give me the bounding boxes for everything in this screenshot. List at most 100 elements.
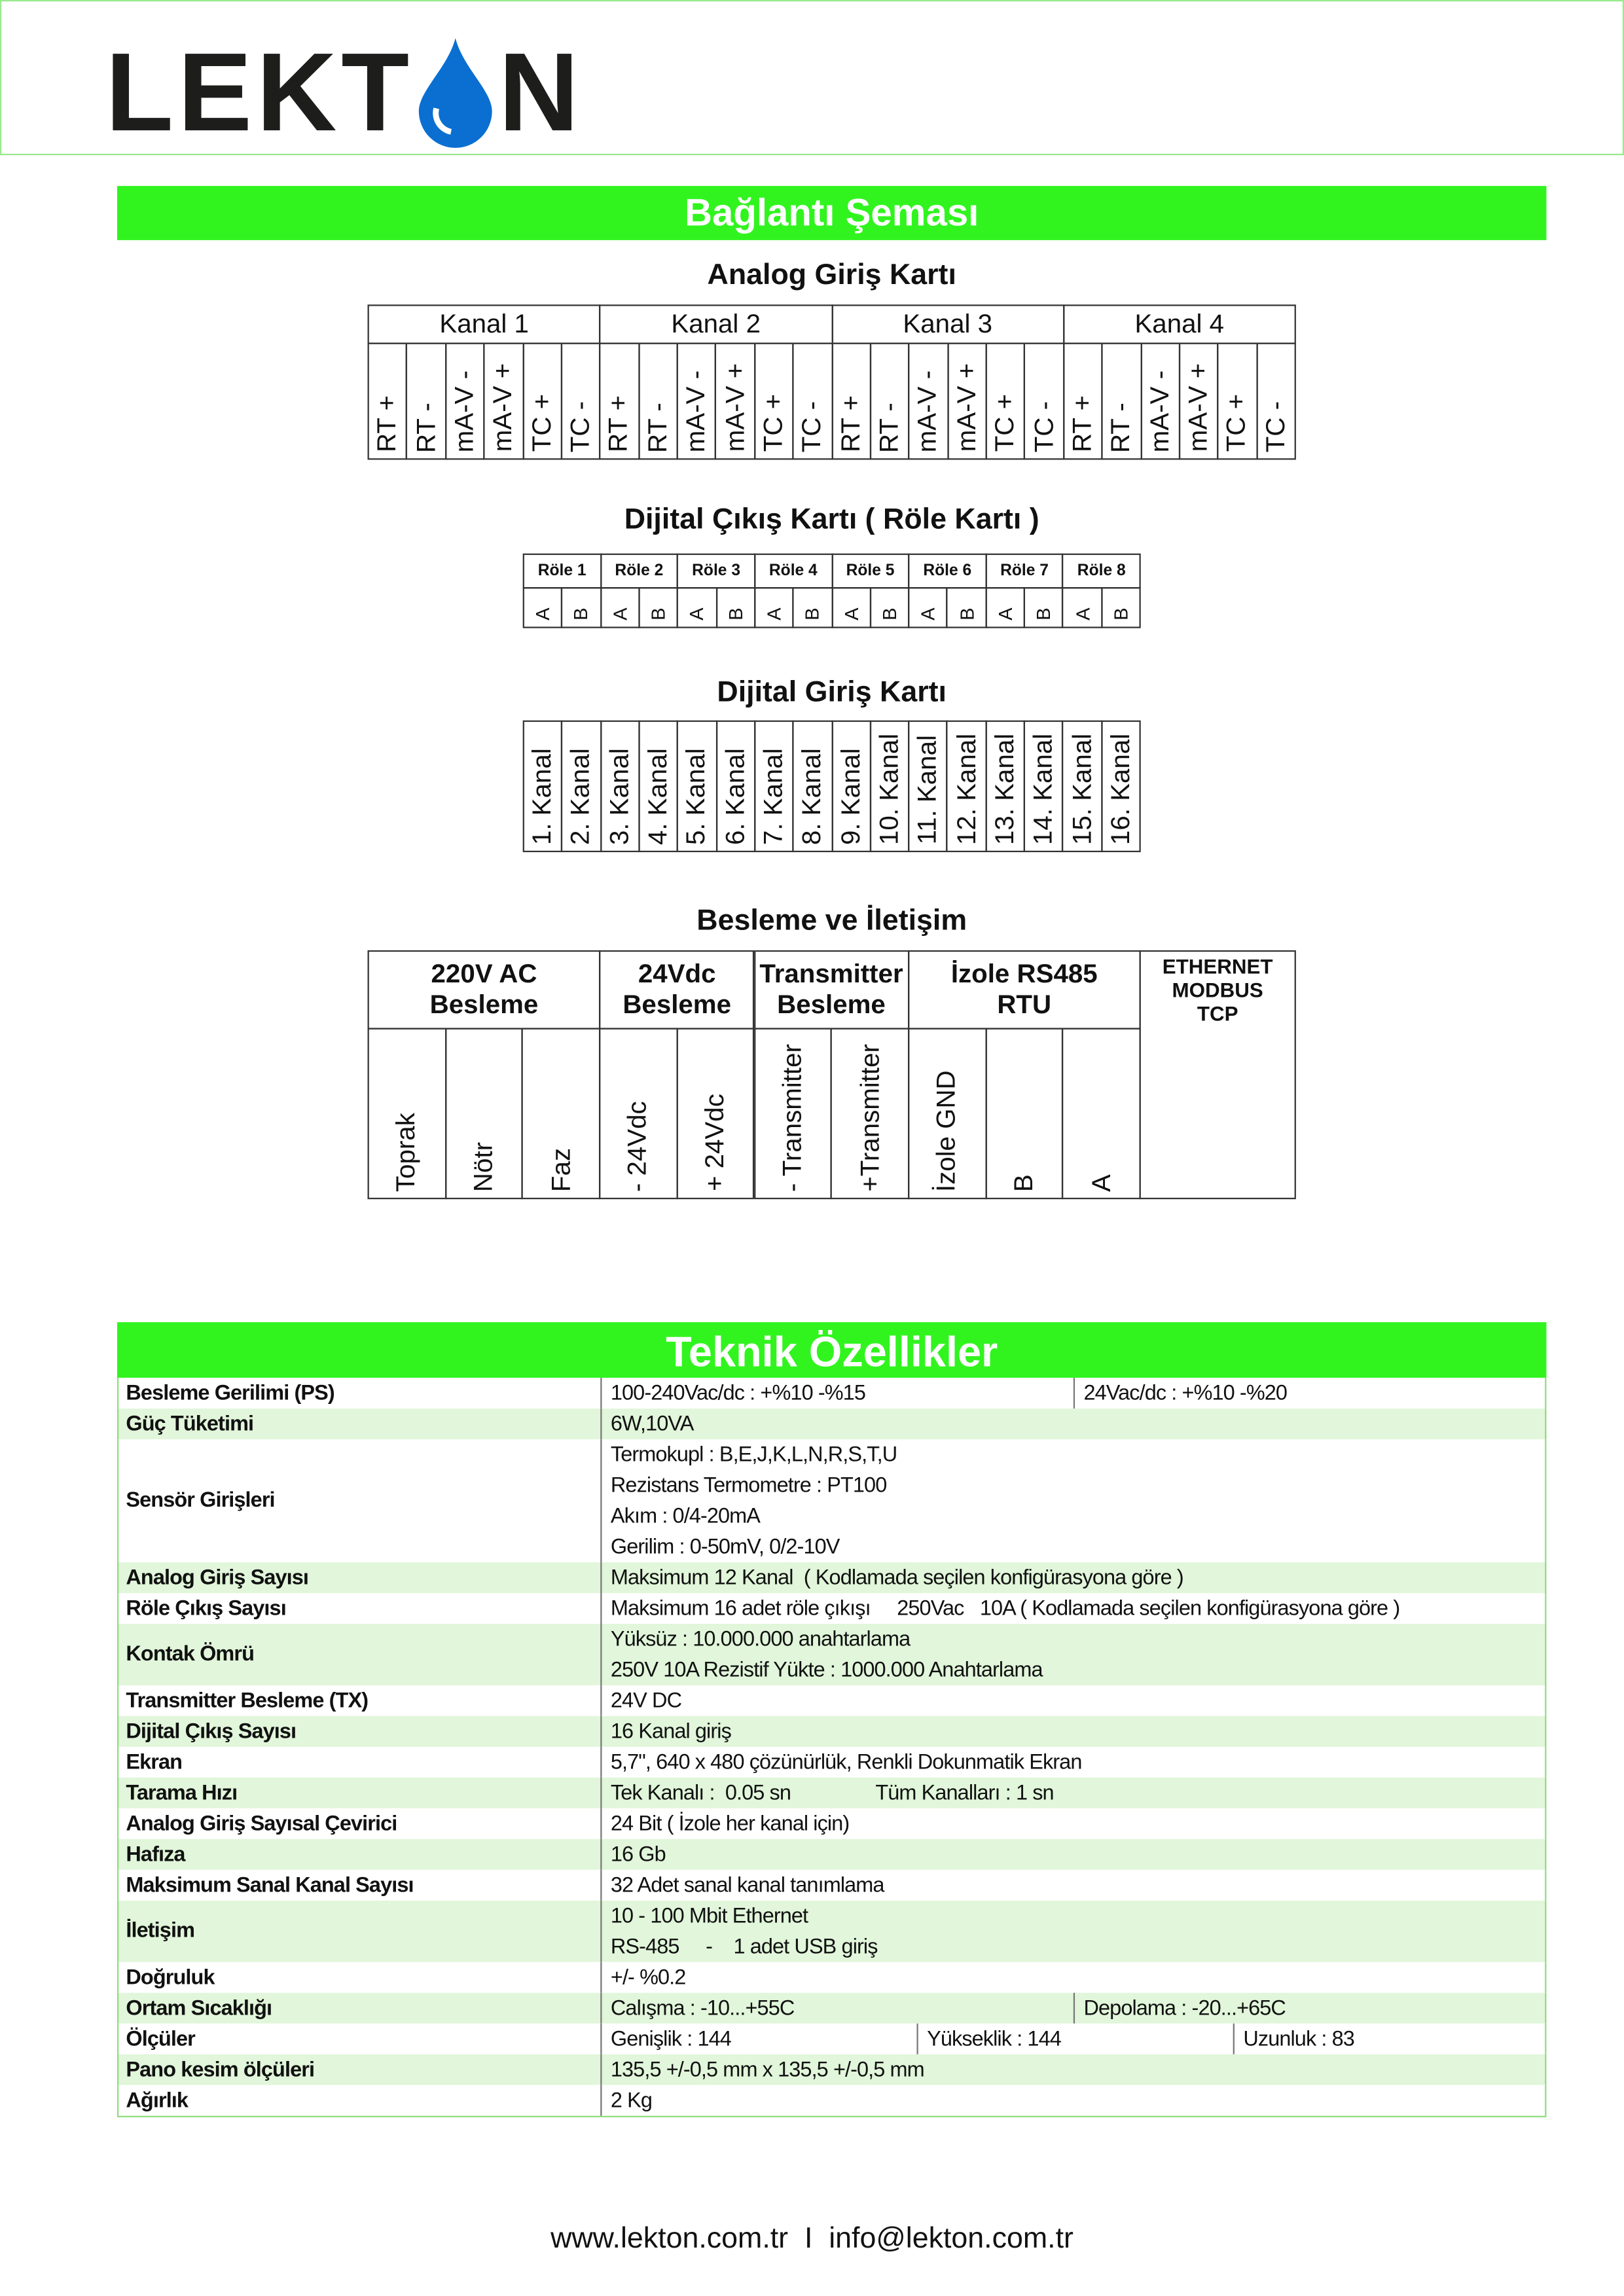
spec-value: Uzunluk : 83: [1233, 2023, 1547, 2054]
terminal-label: A: [1086, 1174, 1115, 1193]
channel-label: 10. Kanal: [874, 733, 904, 845]
terminal-label: Nötr: [468, 1141, 498, 1193]
spec-label: Hafıza: [117, 1839, 602, 1870]
terminal-cell: mA-V +: [1178, 342, 1219, 460]
terminal-label: TC +: [526, 394, 556, 453]
relay-header: Röle 6: [908, 553, 987, 589]
spec-label: Ekran: [117, 1746, 602, 1778]
channel-label: 6. Kanal: [720, 748, 749, 845]
terminal-cell: RT -: [869, 342, 910, 460]
terminal-label: B: [1110, 608, 1132, 621]
spec-value: 6W,10VA: [610, 1412, 694, 1436]
spec-value: Maksimum 16 adet röle çıkışı 250Vac 10A …: [610, 1596, 1400, 1621]
spec-label: Ölçüler: [117, 2023, 602, 2054]
spec-row: [117, 1685, 1547, 1716]
spec-row: [117, 1746, 1547, 1778]
terminal-cell: A: [677, 587, 717, 628]
spec-value: 135,5 +/-0,5 mm x 135,5 +/-0,5 mm: [610, 2058, 925, 2082]
spec-value: 16 Gb: [610, 1842, 666, 1867]
spec-row: [117, 1777, 1547, 1808]
terminal-label: TC -: [565, 401, 595, 453]
terminal-cell: 4. Kanal: [638, 720, 679, 853]
card-title: Besleme ve İletişim: [696, 905, 967, 937]
terminal-cell: A: [600, 587, 640, 628]
terminal-label: B: [801, 608, 824, 621]
section-title: Teknik Özellikler: [117, 1322, 1547, 1378]
relay-header: Röle 2: [600, 553, 679, 589]
spec-value: Rezistans Termometre : PT100: [610, 1473, 887, 1498]
relay-header: Röle 1: [522, 553, 602, 589]
terminal-cell: TC +: [985, 342, 1026, 460]
terminal-label: A: [994, 608, 1017, 621]
terminal-cell: Faz: [522, 1028, 601, 1200]
section-title: Bağlantı Şeması: [117, 186, 1547, 240]
terminal-label: B: [955, 608, 978, 621]
terminal-label: A: [532, 608, 554, 621]
terminal-cell: TC -: [792, 342, 833, 460]
footer-contact: www.lekton.com.tr I info@lekton.com.tr: [550, 2222, 1074, 2255]
terminal-cell: mA-V -: [908, 342, 948, 460]
terminal-label: mA-V +: [1183, 363, 1213, 453]
terminal-label: RT +: [372, 395, 402, 453]
channel-header: Kanal 4: [1062, 304, 1296, 344]
terminal-cell: B: [984, 1028, 1064, 1200]
logo-drop: [419, 38, 493, 148]
terminal-label: RT -: [1106, 402, 1136, 453]
terminal-cell: - 24Vdc: [599, 1028, 678, 1200]
terminal-cell: 1. Kanal: [522, 720, 563, 853]
terminal-cell: B: [947, 587, 987, 628]
terminal-label: Faz: [545, 1147, 575, 1193]
logo-text: LEKT: [105, 29, 414, 155]
spec-row: [117, 1439, 1547, 1563]
spec-row: [117, 1962, 1547, 1993]
terminal-label: RT -: [410, 402, 441, 453]
spec-value: 24V DC: [610, 1689, 682, 1713]
terminal-label: mA-V -: [449, 370, 479, 453]
channel-header: Kanal 1: [367, 304, 601, 344]
spec-row: [117, 1992, 1547, 2024]
spec-value: 5,7", 640 x 480 çözünürlük, Renkli Dokun…: [610, 1750, 1082, 1774]
group-header: Transmitter Besleme: [753, 950, 910, 1030]
terminal-cell: 11. Kanal: [908, 720, 948, 853]
terminal-label: B: [570, 608, 592, 621]
channel-label: 12. Kanal: [951, 733, 981, 845]
terminal-label: B: [878, 608, 901, 621]
terminal-cell: 8. Kanal: [792, 720, 833, 853]
card-title: Dijital Giriş Kartı: [717, 676, 947, 709]
terminal-cell: TC +: [522, 342, 562, 460]
terminal-cell: TC -: [560, 342, 601, 460]
terminal-cell: mA-V +: [483, 342, 524, 460]
spec-label: Transmitter Besleme (TX): [117, 1685, 602, 1716]
terminal-cell: + 24Vdc: [676, 1028, 755, 1200]
spec-row: [117, 1408, 1547, 1440]
header-frame: [0, 0, 1624, 156]
spec-label: Kontak Ömrü: [117, 1623, 602, 1685]
terminal-cell: TC +: [753, 342, 794, 460]
terminal-label: B: [724, 608, 747, 621]
terminal-label: - Transmitter: [777, 1044, 807, 1193]
terminal-label: B: [1009, 1174, 1038, 1193]
spec-value: Gerilim : 0-50mV, 0/2-10V: [610, 1535, 840, 1559]
spec-value: 32 Adet sanal kanal tanımlama: [610, 1873, 885, 1897]
terminal-cell: +Transmitter: [830, 1028, 909, 1200]
spec-value: Akım : 0/4-20mA: [610, 1504, 761, 1528]
terminal-cell: 6. Kanal: [715, 720, 756, 853]
spec-row: [117, 1715, 1547, 1747]
channel-header: Kanal 3: [831, 304, 1064, 344]
spec-label: Tarama Hızı: [117, 1777, 602, 1808]
logo: LEKT N: [105, 29, 583, 155]
terminal-cell: B: [638, 587, 679, 628]
terminal-cell: B: [1100, 587, 1141, 628]
terminal-label: B: [647, 608, 670, 621]
terminal-label: A: [840, 608, 862, 621]
terminal-cell: A: [522, 587, 563, 628]
spec-value: Calışma : -10...+55C: [610, 1996, 795, 2020]
terminal-label: TC +: [990, 394, 1020, 453]
spec-row: [117, 1623, 1547, 1685]
terminal-cell: A: [985, 587, 1026, 628]
terminal-cell: İzole GND: [907, 1028, 986, 1200]
terminal-cell: B: [869, 587, 910, 628]
spec-value: 16 Kanal giriş: [610, 1719, 732, 1744]
spec-label: İletişim: [117, 1900, 602, 1962]
terminal-cell: Nötr: [444, 1028, 524, 1200]
